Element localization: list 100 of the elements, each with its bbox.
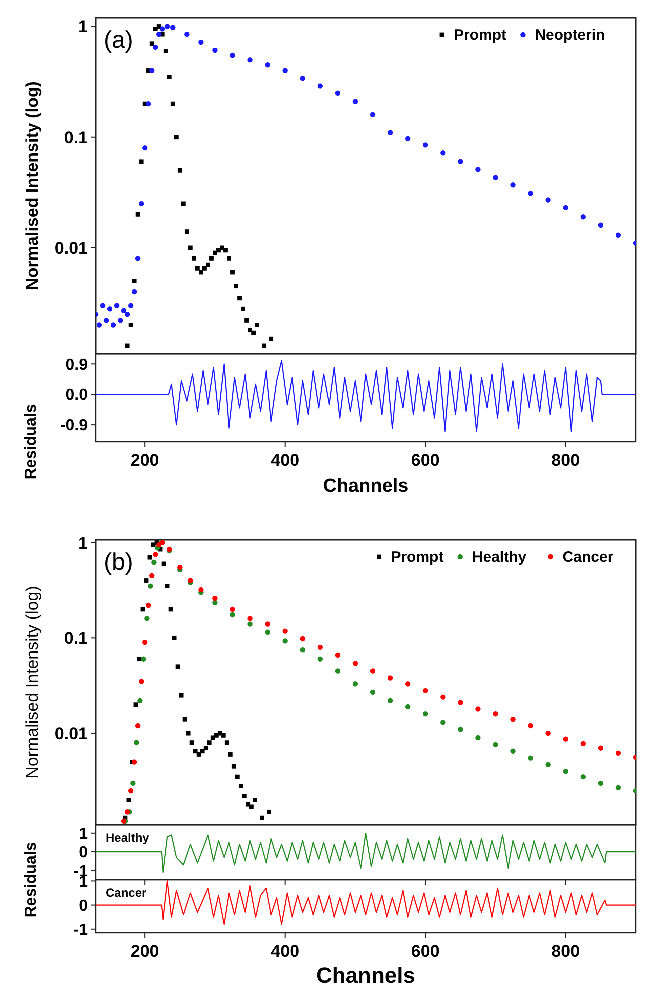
point xyxy=(423,142,428,148)
point xyxy=(137,657,142,662)
y-tick-label: 0.01 xyxy=(54,238,88,258)
point xyxy=(598,780,604,786)
y-tick-label: 1 xyxy=(78,534,88,553)
x-tick-label: 600 xyxy=(411,942,440,961)
point xyxy=(174,135,179,140)
point xyxy=(126,798,132,802)
point xyxy=(282,628,288,634)
y-tick-label: 0.01 xyxy=(54,724,88,744)
point xyxy=(242,794,247,798)
point xyxy=(616,232,622,238)
chart-title: (a) xyxy=(104,27,134,54)
annotation: Cancer xyxy=(106,886,148,900)
point xyxy=(246,802,250,807)
point xyxy=(165,584,170,588)
point xyxy=(186,731,191,736)
point xyxy=(135,256,141,262)
point xyxy=(493,711,498,717)
point xyxy=(121,308,127,314)
point xyxy=(134,702,138,708)
point xyxy=(510,748,516,754)
point xyxy=(300,636,306,642)
x-tick-label: 600 xyxy=(411,451,440,470)
legend-label: Neopterin xyxy=(535,27,606,44)
point xyxy=(282,68,288,74)
point xyxy=(125,344,130,348)
point xyxy=(249,804,254,810)
point xyxy=(179,693,184,698)
point xyxy=(528,191,534,196)
y-tick-label: 1 xyxy=(79,826,88,843)
point xyxy=(138,679,144,684)
point xyxy=(300,648,306,653)
point xyxy=(230,612,236,618)
point xyxy=(142,145,148,151)
y-tick-label: 0 xyxy=(79,844,88,862)
point xyxy=(405,136,411,142)
point xyxy=(152,560,157,566)
point xyxy=(195,266,200,271)
point xyxy=(238,296,242,301)
point xyxy=(476,167,481,172)
point xyxy=(440,694,446,700)
point xyxy=(282,638,288,644)
point xyxy=(118,318,124,324)
point xyxy=(458,159,464,165)
point xyxy=(184,32,190,38)
legend-label: Cancer xyxy=(562,549,614,566)
point xyxy=(241,306,246,312)
x-tick-label: 200 xyxy=(130,942,160,961)
point xyxy=(616,750,622,756)
point xyxy=(265,622,270,627)
point xyxy=(128,303,134,308)
point xyxy=(352,99,358,104)
point xyxy=(200,749,205,754)
point xyxy=(370,112,376,118)
point xyxy=(267,810,272,814)
point xyxy=(563,768,568,774)
point xyxy=(224,248,228,253)
point xyxy=(150,68,155,74)
point xyxy=(182,717,188,722)
point xyxy=(172,636,177,640)
y-tick-label: 0 xyxy=(79,898,88,915)
point xyxy=(493,175,498,181)
point xyxy=(144,578,149,583)
point xyxy=(134,740,140,746)
point xyxy=(265,62,270,68)
x-axis-title: Channels xyxy=(323,476,409,497)
point xyxy=(580,774,586,780)
point xyxy=(493,742,498,748)
point xyxy=(141,656,146,662)
point xyxy=(458,700,464,706)
point xyxy=(144,616,150,622)
point xyxy=(170,25,176,30)
point xyxy=(114,303,120,308)
point xyxy=(244,318,249,323)
point xyxy=(616,785,622,790)
point xyxy=(164,49,168,54)
y-tick-label: -1 xyxy=(74,922,88,939)
legend-label: Prompt xyxy=(391,549,444,566)
point xyxy=(234,284,238,289)
point xyxy=(153,27,158,32)
point xyxy=(160,26,166,32)
y-tick-label: -0.9 xyxy=(60,418,88,435)
line-series xyxy=(96,832,636,874)
point xyxy=(230,270,235,275)
x-tick-label: 800 xyxy=(552,942,580,961)
point xyxy=(150,42,154,46)
point xyxy=(124,312,130,318)
point xyxy=(388,698,394,704)
point xyxy=(476,706,481,712)
point xyxy=(210,256,214,261)
y-tick-label: 1 xyxy=(78,18,88,37)
point xyxy=(388,676,394,681)
point xyxy=(230,52,236,58)
point xyxy=(224,740,230,746)
point xyxy=(423,688,428,694)
point xyxy=(128,323,134,328)
point xyxy=(255,323,260,328)
point xyxy=(370,690,376,696)
point xyxy=(181,202,186,206)
